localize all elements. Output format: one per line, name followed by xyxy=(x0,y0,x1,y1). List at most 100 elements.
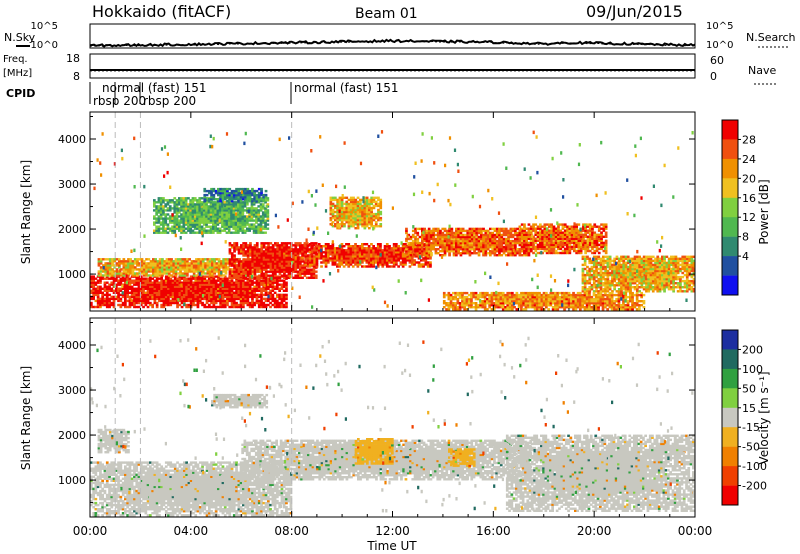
p-cell xyxy=(129,270,132,273)
freq-label-line2: [MHz] xyxy=(3,68,32,79)
p-cell xyxy=(242,262,245,265)
p-cell xyxy=(296,276,300,279)
p-cell xyxy=(523,243,526,247)
p-cell xyxy=(338,265,341,268)
p-cell xyxy=(223,291,227,294)
p-cell xyxy=(338,257,341,260)
p-cell xyxy=(409,241,413,245)
p-cell xyxy=(617,263,621,267)
p-cell xyxy=(493,245,497,249)
p-cell xyxy=(566,247,569,251)
p-cell xyxy=(205,293,209,297)
p-cell xyxy=(599,265,603,269)
p-cell xyxy=(436,229,440,233)
p-cell xyxy=(629,286,632,289)
p-cell xyxy=(99,270,103,273)
p-cell xyxy=(118,264,121,267)
p-cell xyxy=(636,259,639,263)
p-cell xyxy=(172,270,176,273)
p-cell xyxy=(685,275,689,279)
p-cell xyxy=(183,279,186,282)
p-cell xyxy=(169,277,173,280)
p-cell xyxy=(599,263,603,267)
p-cell xyxy=(331,261,335,264)
p-cell xyxy=(190,266,194,269)
p-cell xyxy=(593,223,597,226)
p-cell xyxy=(631,261,635,265)
p-cell xyxy=(495,231,499,235)
p-cell xyxy=(608,267,612,271)
p-cell xyxy=(178,295,182,299)
p-cell xyxy=(405,237,408,241)
p-cell xyxy=(499,295,503,299)
p-cell xyxy=(604,241,608,245)
p-cell xyxy=(124,264,128,267)
p-cell xyxy=(629,279,632,283)
p-cell xyxy=(158,287,161,290)
p-cell xyxy=(178,297,182,301)
p-cell xyxy=(573,241,576,245)
p-cell xyxy=(276,266,279,269)
p-cell xyxy=(104,274,108,277)
p-cell xyxy=(122,262,126,265)
p-cell xyxy=(130,295,134,299)
p-cell xyxy=(584,245,587,249)
p-cell xyxy=(215,266,219,269)
p-cell xyxy=(237,274,241,277)
freq-left-tick-top: 18 xyxy=(66,52,80,65)
p-cell xyxy=(418,245,422,249)
p-cell xyxy=(626,267,630,271)
p-cell xyxy=(246,266,250,269)
p-cell xyxy=(615,277,619,281)
p-cell xyxy=(489,237,492,241)
p-cell xyxy=(667,286,671,289)
p-cell xyxy=(486,300,489,303)
p-cell xyxy=(388,251,391,254)
p-cell xyxy=(219,279,222,282)
p-cell xyxy=(301,264,304,267)
p-cell xyxy=(654,277,657,281)
p-cell xyxy=(606,261,610,265)
p-cell xyxy=(226,299,229,303)
p-cell xyxy=(283,252,286,255)
p-cell xyxy=(129,264,132,267)
p-cell xyxy=(397,265,400,268)
p-cell xyxy=(308,265,312,268)
p-cell xyxy=(305,270,309,273)
p-cell xyxy=(482,250,485,253)
p-cell xyxy=(137,291,141,294)
p-cell xyxy=(683,259,687,263)
p-cell xyxy=(525,235,528,238)
p-cell xyxy=(414,248,417,251)
p-cell xyxy=(239,301,243,305)
p-cell xyxy=(347,249,351,252)
p-cell xyxy=(271,270,275,273)
p-cell xyxy=(340,261,344,264)
p-cell xyxy=(595,225,599,228)
p-cell xyxy=(588,235,592,238)
p-cell xyxy=(427,245,431,249)
p-cell xyxy=(152,274,155,277)
p-cell xyxy=(223,287,227,290)
p-cell xyxy=(179,260,182,263)
p-cell xyxy=(468,231,472,235)
p-cell xyxy=(534,231,538,234)
p-cell xyxy=(486,231,490,235)
p-cell xyxy=(473,243,476,247)
p-cell xyxy=(470,237,474,241)
p-cell xyxy=(597,284,601,287)
p-cell xyxy=(327,257,330,260)
p-cell xyxy=(656,257,660,260)
p-cell xyxy=(523,235,526,238)
p-cell xyxy=(167,293,170,297)
p-cell xyxy=(240,244,243,247)
p-cell xyxy=(158,270,162,273)
p-cell xyxy=(97,270,101,273)
p-cell xyxy=(327,253,330,256)
p-cell xyxy=(392,265,396,268)
p-cell xyxy=(642,277,646,281)
p-cell xyxy=(314,270,318,273)
p-cell xyxy=(251,289,254,292)
p-cell xyxy=(306,265,310,268)
p-cell xyxy=(550,231,553,234)
